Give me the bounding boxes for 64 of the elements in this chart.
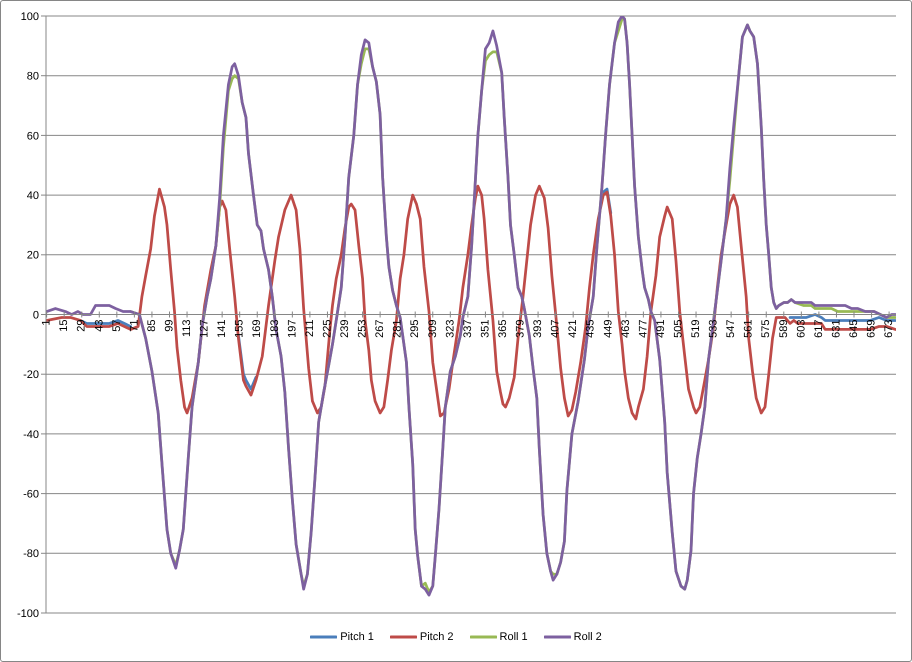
x-tick-label: 113	[181, 320, 194, 338]
x-tick-label: 253	[356, 320, 369, 338]
legend-label: Pitch 1	[340, 630, 374, 645]
x-tick-label: 673	[883, 320, 896, 338]
y-tick-label: 0	[32, 309, 39, 322]
x-tick-label: 631	[830, 320, 842, 338]
x-tick-label: 393	[532, 320, 544, 338]
x-tick-label: 435	[584, 320, 597, 338]
x-tick-label: 295	[409, 320, 422, 338]
x-tick-label: 421	[567, 320, 580, 338]
x-tick-label: 15	[58, 320, 70, 332]
x-tick-label: 575	[760, 320, 772, 338]
x-tick-label: 491	[654, 320, 667, 338]
y-tick-label: 60	[26, 130, 39, 142]
x-tick-label: 407	[550, 320, 562, 338]
x-tick-label: 85	[146, 320, 158, 332]
x-tick-label: 463	[620, 320, 632, 338]
x-tick-label: 533	[708, 320, 720, 338]
x-tick-label: 659	[866, 320, 878, 338]
x-tick-label: 197	[286, 320, 298, 338]
x-tick-label: 645	[848, 320, 860, 338]
x-tick-label: 155	[234, 320, 246, 338]
y-tick-label: -20	[23, 369, 39, 382]
x-tick-label: 57	[110, 320, 123, 332]
x-tick-label: 281	[392, 320, 404, 338]
x-tick-label: 351	[479, 320, 492, 338]
x-tick-label: 603	[795, 320, 808, 338]
x-tick-label: 71	[128, 320, 140, 332]
y-tick-label: 40	[26, 190, 39, 202]
x-tick-label: 449	[602, 320, 614, 338]
x-tick-label: 239	[339, 320, 352, 338]
y-tick-label: 80	[26, 70, 39, 83]
y-tick-label: -60	[23, 488, 39, 501]
x-tick-label: 267	[374, 320, 386, 338]
x-tick-label: 589	[778, 320, 790, 338]
x-tick-label: 29	[76, 320, 88, 332]
y-tick-label: 100	[20, 10, 39, 23]
x-tick-label: 141	[216, 320, 228, 338]
x-tick-label: 323	[444, 320, 456, 338]
y-tick-label: 20	[26, 250, 39, 262]
x-tick-label: 225	[321, 320, 334, 338]
x-tick-label: 365	[496, 320, 509, 338]
legend-label: Pitch 2	[420, 630, 454, 645]
x-tick-label: 561	[742, 320, 755, 338]
x-tick-label: 309	[426, 320, 439, 338]
x-tick-label: 43	[93, 320, 106, 332]
x-tick-label: 169	[251, 320, 264, 338]
x-tick-label: 211	[304, 320, 316, 338]
legend-label: Roll 1	[500, 630, 528, 645]
x-tick-label: 505	[672, 320, 684, 338]
x-tick-label: 477	[637, 320, 650, 338]
x-tick-label: 337	[462, 320, 474, 338]
legend-label: Roll 2	[574, 630, 602, 645]
y-tick-label: -80	[23, 548, 39, 560]
x-tick-label: 99	[163, 320, 176, 332]
x-tick-label: 617	[812, 320, 825, 338]
x-tick-label: 519	[690, 320, 702, 338]
x-tick-label: 547	[725, 320, 738, 338]
y-tick-label: -40	[23, 428, 39, 441]
x-tick-label: 183	[268, 320, 281, 338]
x-tick-label: 127	[198, 320, 211, 338]
y-tick-label: -100	[16, 608, 39, 620]
x-tick-label: 379	[514, 320, 527, 338]
x-tick-label: 1	[40, 320, 53, 326]
